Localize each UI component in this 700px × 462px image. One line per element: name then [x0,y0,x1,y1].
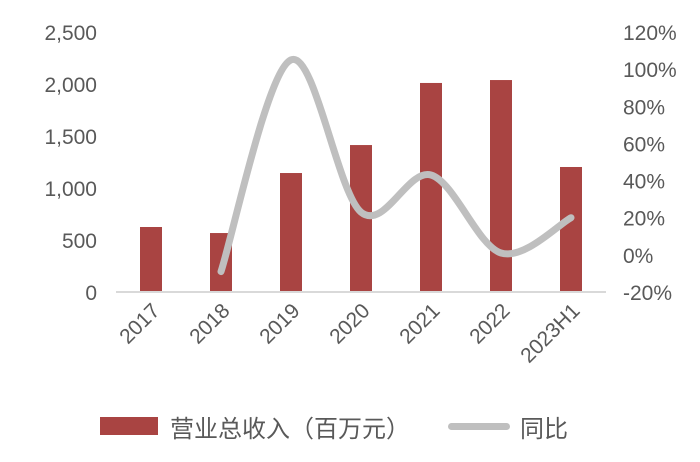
x-tick-label: 2023H1 [516,299,584,367]
revenue-bar [350,145,372,292]
left-tick-label: 1,500 [44,126,97,149]
left-tick-label: 1,000 [44,178,97,201]
legend-item-yoy: 同比 [448,409,568,444]
revenue-bar [560,166,582,292]
legend: 营业总收入（百万元） 同比 [100,408,606,444]
x-tick-label: 2017 [115,299,164,348]
x-tick-label: 2021 [395,299,444,348]
line-swatch-icon [448,422,510,430]
legend-label-revenue: 营业总收入（百万元） [170,414,410,443]
right-tick-label: 120% [623,22,677,45]
left-tick-label: 500 [62,230,97,253]
revenue-bar [420,82,442,293]
left-tick-label: 2,500 [44,22,97,45]
right-axis-ticks: -20% 0% 20% 40% 60% 80% 100% 120% [623,22,677,305]
x-tick-label: 2018 [185,299,234,348]
bar-swatch-icon [100,417,158,435]
x-tick-label: 2019 [255,299,304,348]
x-axis-ticks: 2017 2018 2019 2020 2021 2022 2023H1 [115,299,584,367]
x-tick-label: 2020 [325,299,374,348]
left-axis-ticks: 0 500 1,000 1,500 2,000 2,500 [44,22,97,305]
right-tick-label: -20% [623,282,672,305]
legend-item-revenue: 营业总收入（百万元） [100,409,410,444]
right-tick-label: 0% [623,245,653,268]
right-tick-label: 20% [623,208,665,231]
revenue-bar [280,173,302,292]
revenue-bar [490,80,512,292]
yoy-growth-line [217,56,575,276]
right-tick-label: 100% [623,59,677,82]
revenue-bars [140,80,582,293]
revenue-bar [140,227,162,292]
left-tick-label: 2,000 [44,74,97,97]
legend-label-yoy: 同比 [520,414,568,443]
x-tick-label: 2022 [465,299,514,348]
left-tick-label: 0 [85,282,97,305]
right-tick-label: 80% [623,96,665,119]
right-tick-label: 60% [623,133,665,156]
right-tick-label: 40% [623,171,665,194]
